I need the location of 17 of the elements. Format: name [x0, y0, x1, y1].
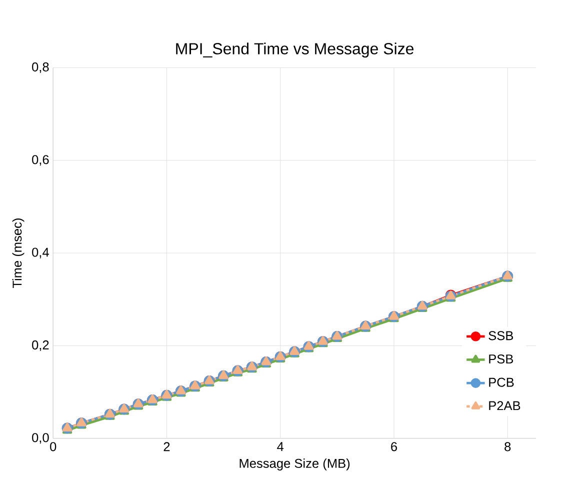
y-tick-label: 0,2: [32, 340, 49, 351]
legend-label: PSB: [489, 354, 514, 364]
y-tick-label: 0,8: [32, 62, 49, 73]
x-tick-label: 0: [50, 442, 56, 452]
y-tick-label: 0,4: [32, 248, 49, 258]
x-tick-label: 4: [277, 442, 284, 451]
y-tick-label: 0,0: [32, 432, 49, 444]
legend-label: P2AB: [489, 400, 520, 410]
y-tick-label: 0,6: [32, 154, 49, 166]
chart-title: MPI_Send Time vs Message Size: [176, 42, 414, 58]
x-axis-title: Message Size (MB): [240, 458, 350, 470]
y-axis-title: Time (msec): [12, 218, 24, 288]
legend-label: SSB: [488, 330, 514, 340]
legend-label: PCB: [489, 378, 514, 387]
x-tick-label: 6: [391, 442, 397, 452]
x-tick-label: 8: [504, 442, 511, 452]
x-tick-label: 2: [164, 442, 170, 451]
